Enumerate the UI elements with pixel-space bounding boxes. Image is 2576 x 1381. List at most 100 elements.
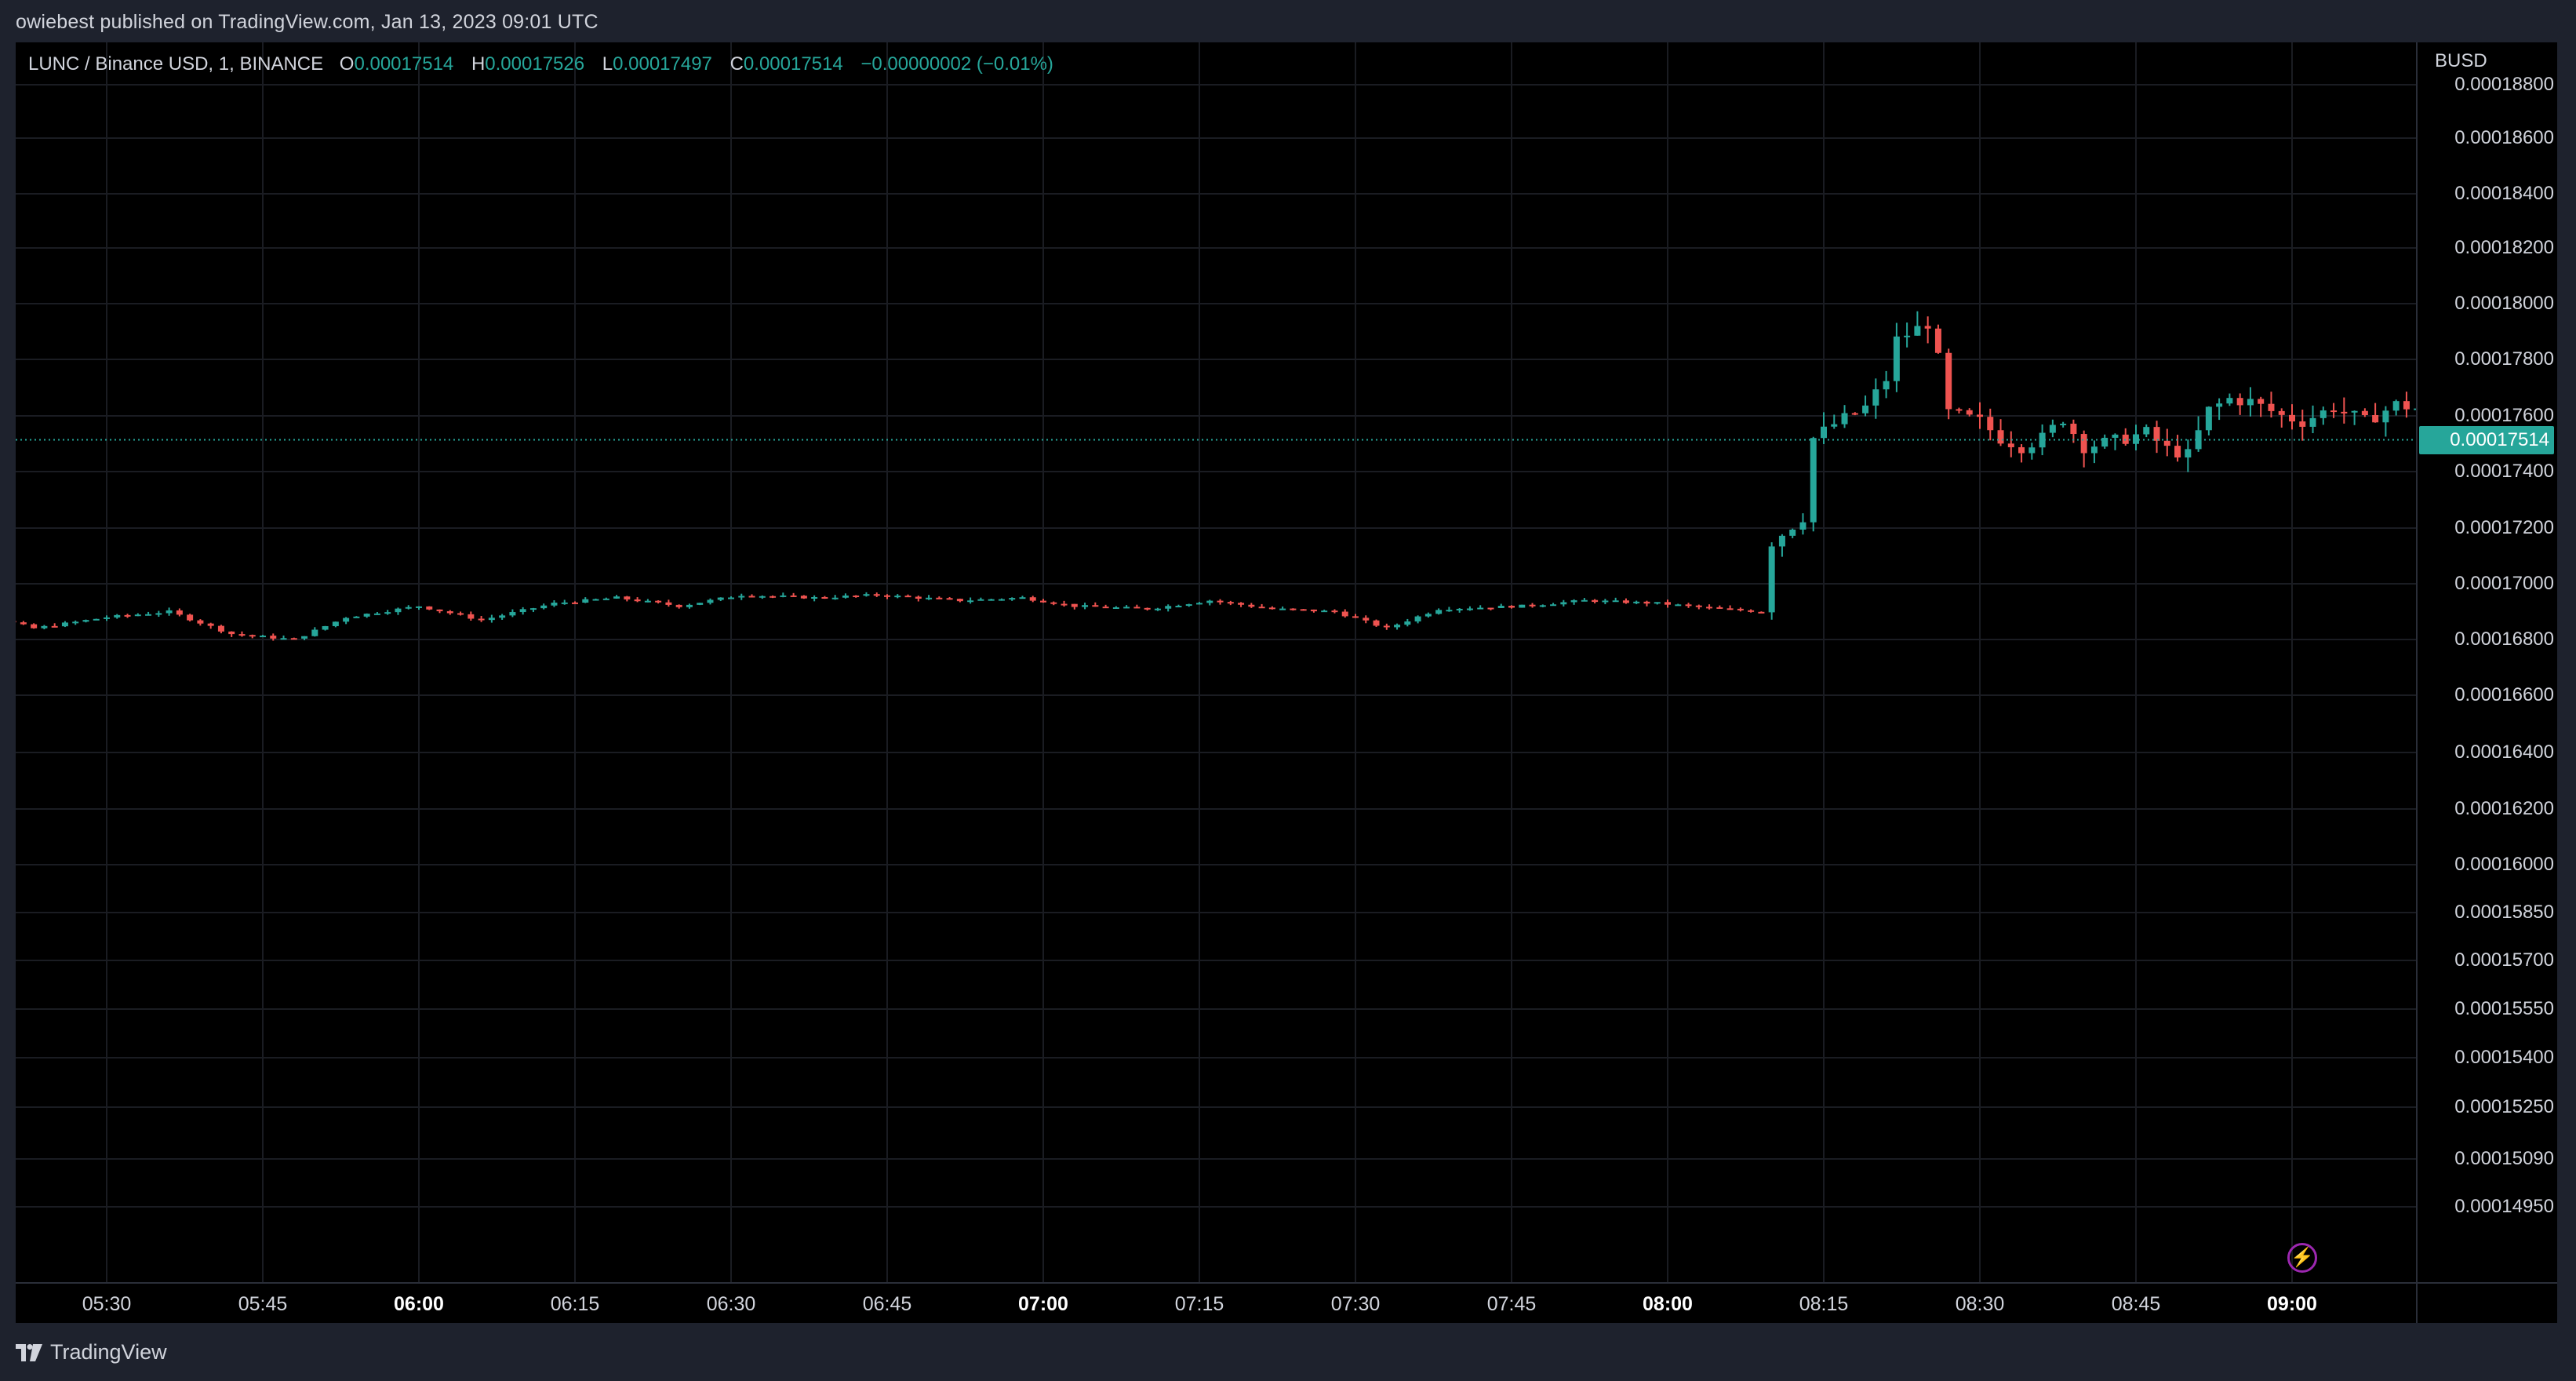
candle-body	[2236, 398, 2243, 406]
candle-body	[1550, 604, 1557, 607]
time-tick-label: 08:00	[1643, 1293, 1693, 1315]
price-tick-label: 0.00016000	[2454, 854, 2554, 875]
candle-body	[540, 605, 548, 609]
candle-body	[655, 600, 662, 603]
time-tick-label: 06:00	[394, 1293, 444, 1315]
candle-body	[373, 613, 380, 615]
time-tick-label: 05:45	[238, 1293, 288, 1315]
candle-body	[1373, 620, 1380, 626]
candle-body	[1061, 603, 1068, 606]
candle-body	[2361, 410, 2368, 415]
candle-body	[436, 609, 443, 611]
candle-body	[1435, 610, 1443, 614]
price-tick-label: 0.00015400	[2454, 1047, 2554, 1068]
candle-body	[717, 597, 724, 600]
time-tick-label: 08:15	[1799, 1293, 1849, 1315]
candle-body	[613, 596, 620, 599]
price-axis[interactable]: BUSD 0.00017514 0.00018800 0.00018600 0.00…	[2416, 42, 2557, 1282]
candle-body	[1768, 546, 1775, 613]
candle-body	[1934, 328, 1941, 353]
lightning-bolt-icon[interactable]: ⚡	[2287, 1243, 2317, 1273]
close-value: 0.00017514	[743, 53, 843, 75]
candle-body	[1331, 610, 1338, 613]
candle-body	[2028, 447, 2036, 454]
candle-body	[634, 599, 641, 602]
axis-corner[interactable]	[2416, 1282, 2557, 1323]
candle-body	[499, 615, 506, 618]
candle-body	[2382, 410, 2389, 423]
candle-body	[332, 621, 339, 626]
candle-body	[1508, 606, 1515, 608]
candle-body	[1352, 616, 1359, 618]
candle-body	[41, 625, 48, 629]
candle-body	[1310, 609, 1317, 612]
candle-body	[395, 608, 402, 613]
chart-pane[interactable]: LUNC / Binance USD, 1, BINANCE O0.000175…	[16, 42, 2557, 1323]
candle-body	[1726, 608, 1734, 610]
price-tick-label: 0.00016800	[2454, 629, 2554, 650]
candle-body	[1956, 409, 1963, 411]
candle-body	[926, 597, 933, 599]
candle-body	[2392, 401, 2400, 411]
candle-body	[697, 603, 704, 605]
candle-body	[2330, 410, 2338, 413]
candle-body	[904, 596, 911, 598]
candle-body	[551, 602, 558, 606]
candle-body	[936, 597, 943, 599]
candle-body	[280, 638, 287, 640]
candle-body	[176, 610, 183, 615]
candle-body	[707, 599, 714, 603]
candle-body	[1622, 600, 1629, 603]
candle-body	[1966, 410, 1973, 415]
candle-body	[228, 631, 235, 635]
candle-body	[2226, 398, 2233, 404]
candle-body	[1446, 610, 1453, 612]
candle-body	[187, 614, 194, 621]
candle-body	[166, 610, 173, 614]
candle-body	[561, 602, 568, 604]
candle-body	[873, 594, 880, 596]
plot-area[interactable]: LUNC / Binance USD, 1, BINANCE O0.000175…	[16, 42, 2416, 1282]
candle-body	[1810, 438, 1817, 523]
candle-body	[197, 620, 204, 624]
price-tick-label: 0.00015090	[2454, 1148, 2554, 1169]
candle-body	[322, 625, 329, 630]
candle-body	[748, 596, 755, 598]
symbol-label[interactable]: LUNC / Binance USD, 1, BINANCE	[28, 53, 324, 75]
candle-body	[124, 614, 131, 617]
candle-body	[2258, 399, 2265, 404]
candle-body	[446, 610, 453, 614]
price-tick-label: 0.00017800	[2454, 348, 2554, 370]
candle-body	[2133, 434, 2139, 444]
ohlc-legend: LUNC / Binance USD, 1, BINANCE O0.000175…	[28, 53, 1053, 75]
publisher-credit: owiebest published on TradingView.com, J…	[16, 11, 599, 33]
time-tick-label: 07:15	[1174, 1293, 1224, 1315]
time-tick-label: 06:15	[550, 1293, 600, 1315]
candle-body	[2341, 411, 2348, 414]
candle-body	[426, 606, 433, 610]
candle-body	[592, 599, 599, 601]
footer-brand[interactable]: TradingView	[16, 1340, 167, 1365]
candle-body	[1497, 606, 1504, 608]
candle-body	[1904, 335, 1911, 337]
candle-body	[1092, 605, 1099, 607]
candle-body	[478, 618, 485, 621]
candle-body	[61, 622, 68, 627]
candle-body	[946, 598, 953, 600]
candle-body	[2372, 414, 2379, 423]
candle-body	[82, 620, 89, 622]
candle-body	[1602, 600, 1609, 603]
candle-body	[759, 596, 766, 598]
price-tick-label: 0.00017200	[2454, 517, 2554, 538]
time-axis[interactable]: 05:30 05:45 06:00 06:15 06:30 06:45 07:00 07:15…	[16, 1282, 2416, 1323]
candle-body	[644, 600, 651, 603]
change-value: −0.00000002 (−0.01%)	[860, 53, 1053, 75]
candle-body	[1185, 604, 1192, 607]
candlestick-chart[interactable]	[16, 42, 2416, 1282]
candle-body	[1394, 625, 1401, 628]
candle-body	[2299, 421, 2306, 427]
candle-body	[665, 602, 672, 605]
candle-body	[915, 596, 922, 599]
price-tick-label: 0.00016400	[2454, 742, 2554, 763]
candle-body	[1019, 597, 1026, 599]
